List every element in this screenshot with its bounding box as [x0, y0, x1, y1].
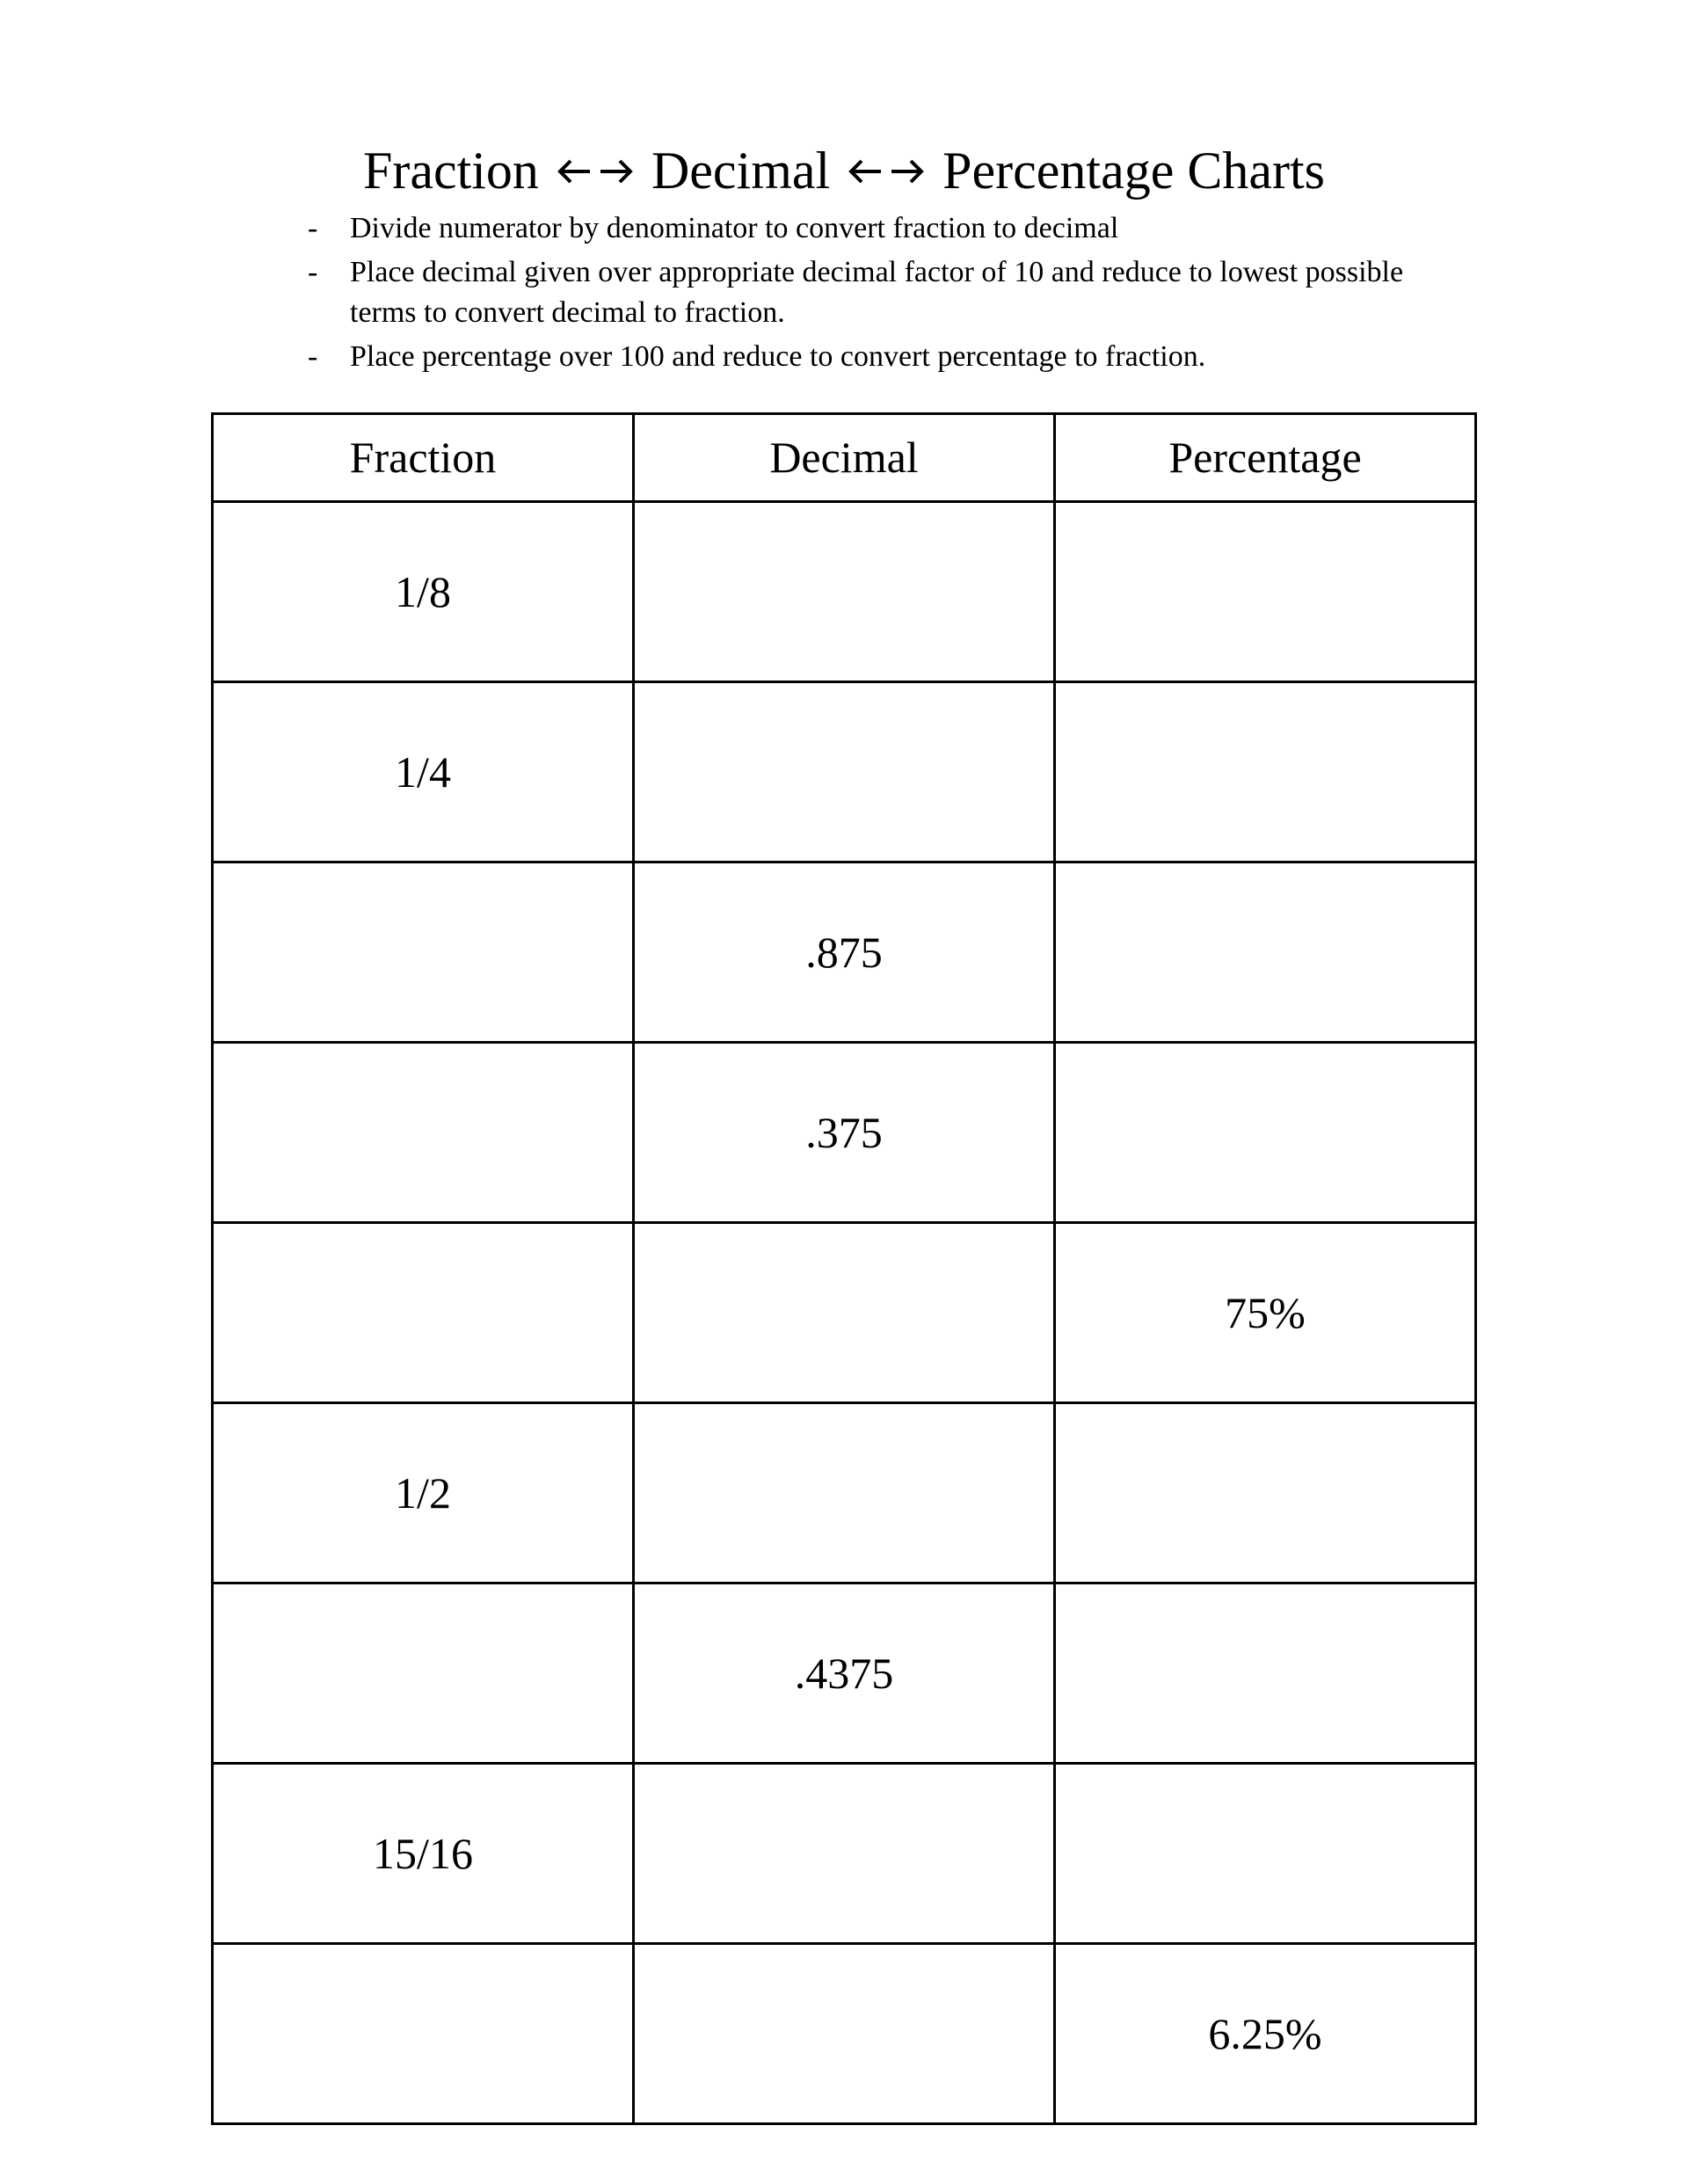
instruction-item: Divide numerator by denominator to conve… — [308, 208, 1477, 249]
cell-decimal: .4375 — [634, 1583, 1055, 1763]
title-seg-decimal: Decimal — [651, 141, 830, 201]
cell-fraction: 15/16 — [213, 1763, 634, 1943]
table-row: .4375 — [213, 1583, 1476, 1763]
cell-percentage — [1055, 501, 1476, 681]
title-seg-percentage: Percentage Charts — [942, 141, 1325, 201]
cell-percentage: 6.25% — [1055, 1943, 1476, 2123]
table-row: 6.25% — [213, 1943, 1476, 2123]
col-header-decimal: Decimal — [634, 413, 1055, 501]
page-title: Fraction Decimal Percentage Charts — [211, 141, 1477, 201]
cell-decimal: .375 — [634, 1042, 1055, 1222]
cell-percentage — [1055, 1763, 1476, 1943]
table-row: 75% — [213, 1222, 1476, 1402]
table-row: 1/8 — [213, 501, 1476, 681]
col-header-percentage: Percentage — [1055, 413, 1476, 501]
cell-fraction — [213, 862, 634, 1042]
table-row: .375 — [213, 1042, 1476, 1222]
title-seg-fraction: Fraction — [363, 141, 539, 201]
instruction-item: Place percentage over 100 and reduce to … — [308, 337, 1477, 377]
table-row: .875 — [213, 862, 1476, 1042]
cell-percentage — [1055, 862, 1476, 1042]
cell-percentage — [1055, 681, 1476, 862]
col-header-fraction: Fraction — [213, 413, 634, 501]
cell-decimal — [634, 1943, 1055, 2123]
cell-decimal — [634, 1222, 1055, 1402]
cell-percentage — [1055, 1402, 1476, 1583]
table-row: 1/2 — [213, 1402, 1476, 1583]
cell-fraction — [213, 1042, 634, 1222]
table-row: 1/4 — [213, 681, 1476, 862]
cell-decimal: .875 — [634, 862, 1055, 1042]
worksheet-page: Fraction Decimal Percentage Charts Divid… — [0, 0, 1688, 2184]
cell-fraction: 1/4 — [213, 681, 634, 862]
cell-fraction: 1/2 — [213, 1402, 634, 1583]
cell-decimal — [634, 1402, 1055, 1583]
cell-fraction — [213, 1943, 634, 2123]
instruction-item: Place decimal given over appropriate dec… — [308, 252, 1477, 333]
cell-percentage — [1055, 1042, 1476, 1222]
bidirectional-arrow-icon — [846, 152, 927, 191]
cell-decimal — [634, 681, 1055, 862]
table-header-row: Fraction Decimal Percentage — [213, 413, 1476, 501]
instruction-list: Divide numerator by denominator to conve… — [308, 208, 1477, 377]
cell-fraction — [213, 1222, 634, 1402]
cell-percentage: 75% — [1055, 1222, 1476, 1402]
cell-fraction: 1/8 — [213, 501, 634, 681]
conversion-table: Fraction Decimal Percentage 1/8 1/4 .875 — [211, 412, 1477, 2125]
bidirectional-arrow-icon — [555, 152, 636, 191]
cell-percentage — [1055, 1583, 1476, 1763]
cell-fraction — [213, 1583, 634, 1763]
cell-decimal — [634, 1763, 1055, 1943]
cell-decimal — [634, 501, 1055, 681]
table-row: 15/16 — [213, 1763, 1476, 1943]
